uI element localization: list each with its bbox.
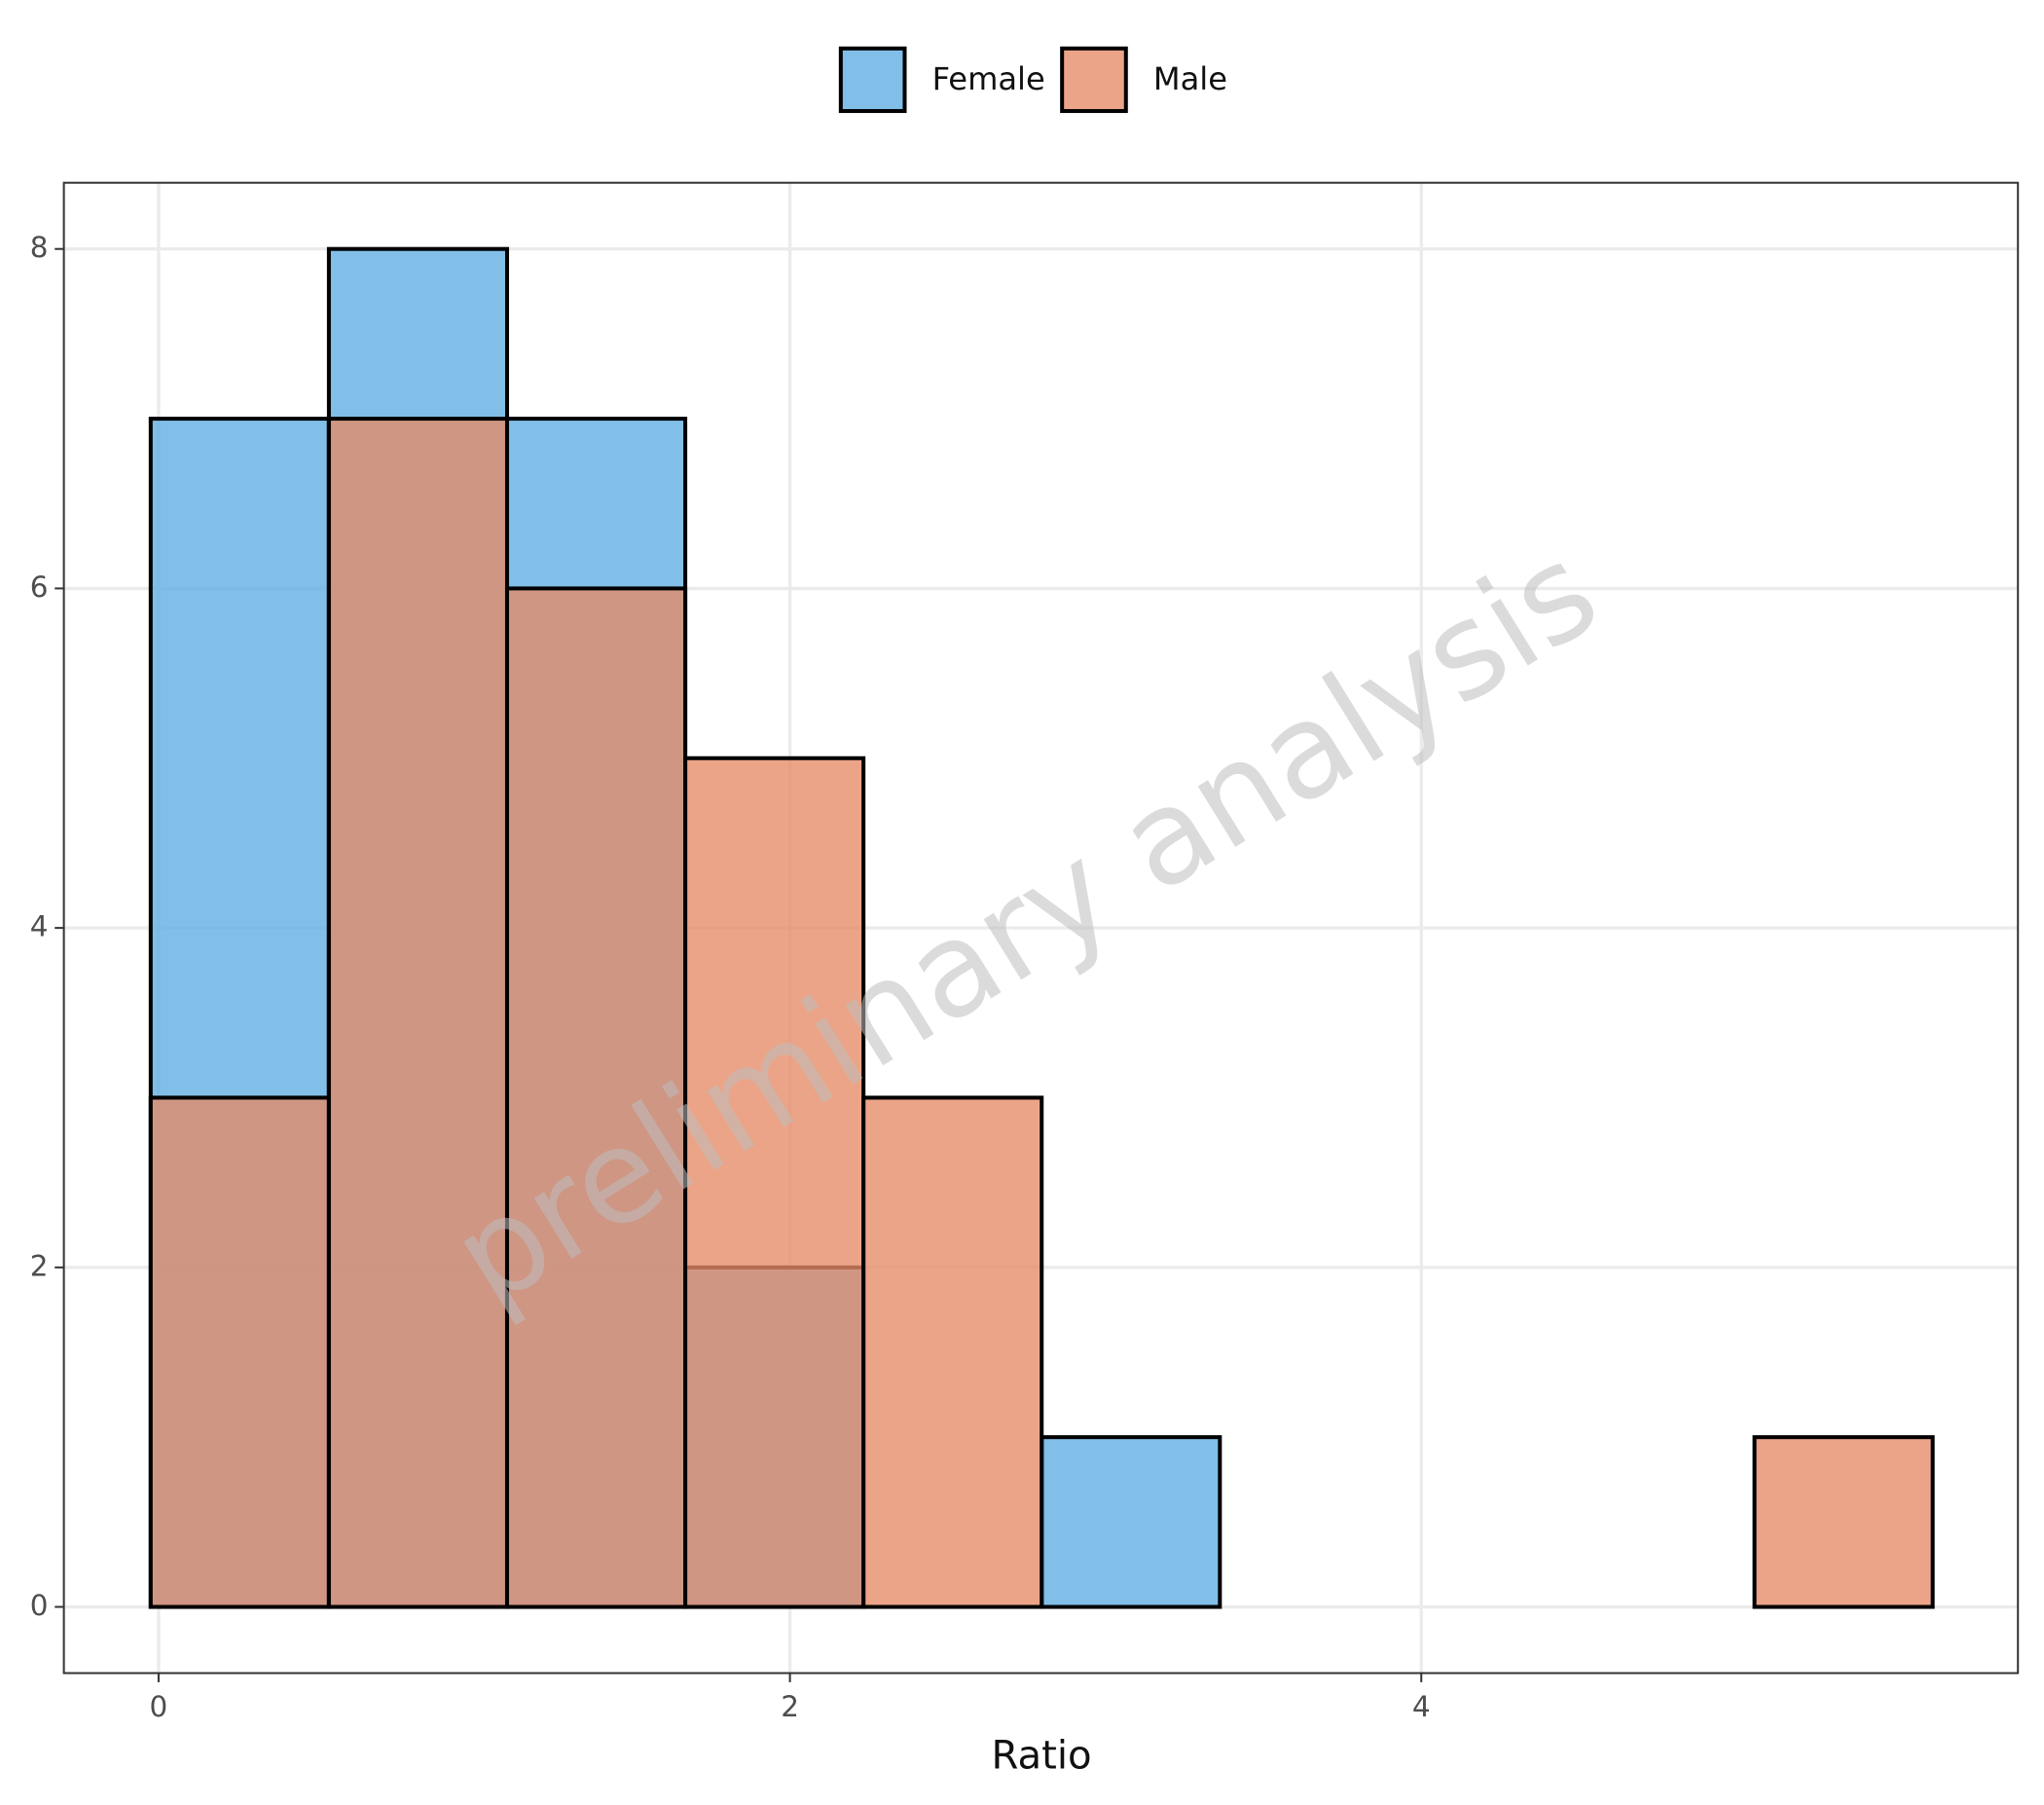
- legend-swatch: [1060, 46, 1128, 114]
- x-tick-label: 2: [781, 1690, 799, 1723]
- y-tick-label: 6: [30, 571, 49, 604]
- y-tick-label: 4: [30, 910, 49, 943]
- panel-border: [62, 181, 2020, 1675]
- histogram-bar: [861, 1095, 1044, 1609]
- legend-label: Male: [1153, 60, 1227, 97]
- histogram-bar: [148, 1095, 331, 1609]
- histogram-bar: [1752, 1435, 1935, 1609]
- legend-swatch: [838, 46, 907, 114]
- y-tick-label: 0: [30, 1589, 49, 1622]
- y-tick-label: 2: [30, 1249, 49, 1282]
- histogram-bar: [683, 755, 866, 1609]
- y-tick-label: 8: [30, 231, 49, 264]
- histogram-bar: [504, 586, 688, 1609]
- legend-label: Female: [932, 60, 1045, 97]
- histogram-bar: [326, 417, 509, 1609]
- x-axis-label: Ratio: [992, 1734, 1092, 1779]
- x-tick-label: 0: [150, 1690, 168, 1723]
- x-tick-label: 4: [1412, 1690, 1431, 1723]
- histogram-bar: [1040, 1435, 1223, 1609]
